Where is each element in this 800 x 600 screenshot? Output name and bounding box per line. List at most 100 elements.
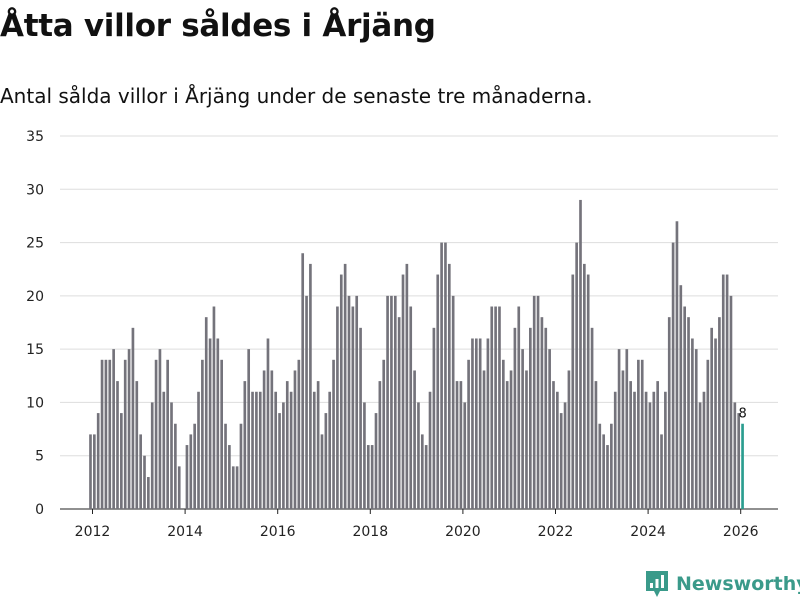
bar [305, 295, 308, 509]
bar [463, 402, 467, 509]
bar [339, 274, 343, 509]
bar [100, 359, 104, 509]
chart-title: Åtta villor såldes i Årjäng [0, 8, 436, 44]
bar [718, 317, 721, 509]
bar [301, 253, 305, 509]
bar [478, 338, 482, 509]
bar [123, 359, 127, 509]
bar [135, 381, 139, 509]
bar [224, 423, 227, 509]
bar [332, 359, 335, 509]
bar [212, 306, 216, 509]
bar [498, 306, 501, 509]
bar [467, 359, 470, 509]
bar [698, 402, 702, 509]
bar [343, 263, 347, 509]
bar [393, 295, 397, 509]
bar [120, 413, 123, 509]
bar [683, 306, 686, 509]
bar [444, 242, 447, 509]
bar [336, 306, 339, 509]
bar [571, 274, 575, 509]
bar [617, 349, 621, 509]
bar [455, 381, 459, 509]
bar [629, 381, 632, 509]
bar [278, 413, 281, 509]
bar [347, 295, 351, 509]
bar [382, 359, 386, 509]
bar [725, 274, 729, 509]
bar [247, 349, 251, 509]
bar [710, 327, 714, 509]
bar [694, 349, 698, 509]
bar [89, 434, 92, 509]
bar [664, 391, 667, 509]
bar [432, 327, 436, 509]
bar [532, 295, 536, 509]
bar [737, 413, 741, 509]
bar [675, 221, 679, 509]
y-tick-label: 0 [35, 502, 44, 518]
bar [320, 434, 324, 509]
bar [390, 295, 393, 509]
bar [563, 402, 567, 509]
bar [93, 434, 96, 509]
bar [197, 391, 200, 509]
x-tick-label: 2024 [630, 524, 666, 540]
bar [567, 370, 571, 509]
brand-name: Newsworthy [676, 573, 800, 595]
bar [594, 381, 598, 509]
bar [687, 317, 690, 509]
bar [502, 359, 505, 509]
bar [691, 338, 694, 509]
bar [204, 317, 208, 509]
bar [401, 274, 405, 509]
bar [486, 338, 490, 509]
bar [162, 391, 166, 509]
bar [324, 413, 328, 509]
y-tick-label: 5 [35, 449, 44, 465]
brand-logo: Newsworthy [645, 569, 800, 599]
x-tick-label: 2012 [75, 524, 111, 540]
bar [644, 391, 648, 509]
bar [378, 381, 382, 509]
bar [282, 402, 285, 509]
bar [509, 370, 513, 509]
bar [228, 445, 231, 509]
bar [451, 295, 455, 509]
x-tick-label: 2026 [723, 524, 759, 540]
bar [521, 349, 524, 509]
bar [112, 349, 115, 509]
bar [251, 391, 254, 509]
bar [235, 466, 239, 509]
bar [131, 327, 135, 509]
bar [633, 391, 636, 509]
chart-subtitle: Antal sålda villor i Årjäng under de sen… [0, 84, 593, 108]
bar [154, 359, 158, 509]
bar [660, 434, 663, 509]
bar [397, 317, 401, 509]
x-tick-label: 2016 [260, 524, 296, 540]
bar [201, 359, 204, 509]
bar [656, 381, 659, 509]
y-tick-label: 35 [26, 129, 44, 145]
bar [621, 370, 625, 509]
bar [170, 402, 173, 509]
bar [440, 242, 443, 509]
bar [671, 242, 675, 509]
bar [351, 306, 355, 509]
bar [274, 391, 278, 509]
bar [540, 317, 544, 509]
y-tick-label: 20 [26, 289, 44, 305]
bar [579, 199, 582, 509]
y-tick-label: 10 [26, 395, 44, 411]
bar [667, 317, 671, 509]
bar [525, 370, 528, 509]
bar [529, 327, 532, 509]
bar [359, 327, 362, 509]
newsworthy-logo-icon [646, 571, 668, 597]
bar [297, 359, 301, 509]
bar [208, 338, 212, 509]
bar [139, 434, 142, 509]
bar [648, 402, 652, 509]
